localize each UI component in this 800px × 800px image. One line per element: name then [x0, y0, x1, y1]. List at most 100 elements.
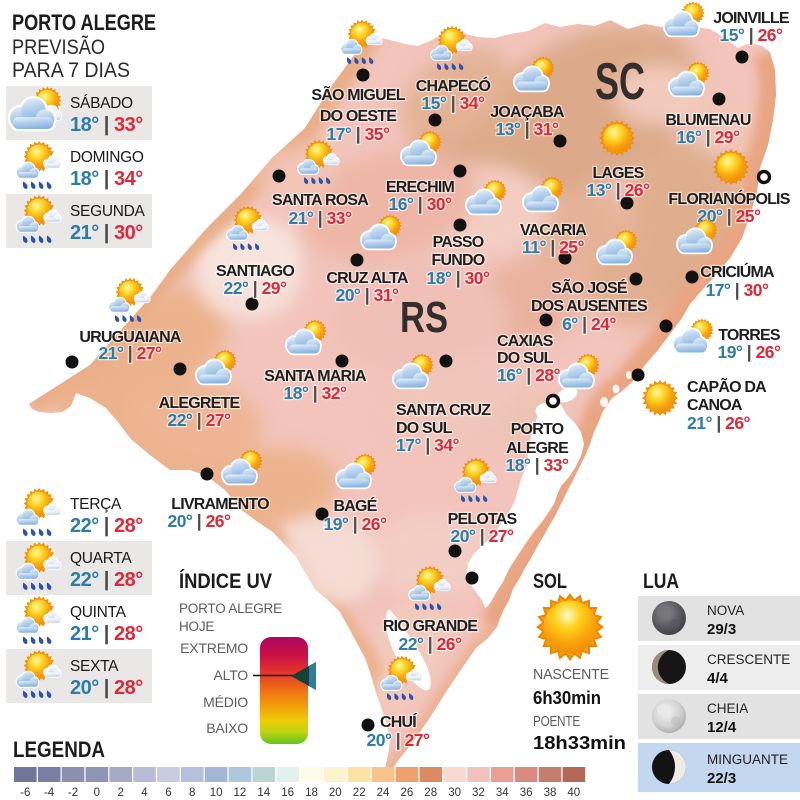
svg-text:TERÇA: TERÇA [70, 496, 122, 513]
svg-text:2: 2 [117, 787, 123, 799]
svg-text:CRUZ ALTA: CRUZ ALTA [326, 270, 409, 287]
svg-text:16: 16 [281, 787, 294, 799]
svg-text:11° | 25°: 11° | 25° [522, 237, 585, 257]
svg-text:DO SUL: DO SUL [396, 420, 453, 437]
svg-text:22: 22 [353, 787, 366, 799]
svg-text:FUNDO: FUNDO [432, 252, 485, 269]
svg-text:-6: -6 [20, 787, 30, 799]
svg-text:15° | 26°: 15° | 26° [719, 25, 783, 45]
svg-text:24: 24 [377, 787, 390, 799]
svg-text:0: 0 [94, 787, 100, 799]
svg-text:MÉDIO: MÉDIO [203, 694, 248, 710]
svg-text:13° | 31°: 13° | 31° [495, 119, 559, 139]
svg-text:22° | 28°: 22° | 28° [70, 515, 143, 537]
svg-text:18° | 33°: 18° | 33° [70, 114, 143, 136]
svg-text:SANTA MARIA: SANTA MARIA [264, 368, 367, 385]
svg-text:RIO GRANDE: RIO GRANDE [383, 618, 478, 635]
svg-text:SEXTA: SEXTA [70, 658, 119, 675]
svg-text:29/3: 29/3 [707, 621, 736, 638]
svg-text:6h30min: 6h30min [533, 688, 601, 708]
svg-text:CRESCENTE: CRESCENTE [707, 652, 790, 667]
svg-text:18° | 34°: 18° | 34° [70, 168, 143, 190]
svg-text:20° | 31°: 20° | 31° [335, 285, 399, 305]
svg-text:CHAPECÓ: CHAPECÓ [416, 76, 491, 95]
svg-text:SANTA ROSA: SANTA ROSA [272, 192, 369, 209]
svg-text:SÁBADO: SÁBADO [70, 95, 133, 112]
svg-text:JOINVILLE: JOINVILLE [713, 10, 790, 27]
svg-text:PORTO ALEGRE: PORTO ALEGRE [179, 601, 282, 616]
svg-text:18: 18 [305, 787, 318, 799]
svg-text:30: 30 [448, 787, 461, 799]
svg-text:EXTREMO: EXTREMO [180, 640, 248, 656]
svg-text:22° | 29°: 22° | 29° [223, 278, 287, 298]
svg-text:SOL: SOL [533, 570, 567, 593]
svg-text:ALEGRETE: ALEGRETE [159, 395, 241, 412]
svg-text:MINGUANTE: MINGUANTE [707, 752, 788, 767]
svg-text:LIVRAMENTO: LIVRAMENTO [171, 496, 269, 513]
svg-text:40: 40 [567, 787, 580, 799]
svg-text:ÍNDICE UV: ÍNDICE UV [179, 570, 272, 593]
svg-text:20° | 26°: 20° | 26° [167, 511, 231, 531]
svg-text:12/4: 12/4 [707, 719, 737, 736]
svg-text:QUARTA: QUARTA [70, 550, 132, 567]
svg-text:CAXIAS: CAXIAS [497, 333, 554, 350]
svg-text:QUINTA: QUINTA [70, 604, 127, 621]
svg-text:PORTO ALEGRE: PORTO ALEGRE [12, 10, 156, 35]
svg-text:SANTA CRUZ: SANTA CRUZ [396, 402, 491, 419]
svg-text:TORRES: TORRES [718, 327, 781, 344]
svg-text:18h33min: 18h33min [533, 733, 626, 753]
svg-text:20° | 28°: 20° | 28° [70, 677, 143, 699]
svg-text:FLORIANÓPOLIS: FLORIANÓPOLIS [668, 189, 790, 208]
svg-text:NOVA: NOVA [707, 603, 744, 618]
svg-text:PASSO: PASSO [433, 234, 484, 251]
svg-text:16° | 30°: 16° | 30° [388, 194, 452, 214]
svg-text:PARA 7 DIAS: PARA 7 DIAS [12, 59, 130, 82]
svg-text:38: 38 [544, 787, 557, 799]
svg-text:20° | 27°: 20° | 27° [450, 526, 514, 546]
svg-text:URUGUAIANA: URUGUAIANA [79, 329, 182, 346]
svg-text:CHEIA: CHEIA [707, 701, 748, 716]
svg-text:PREVISÃO: PREVISÃO [12, 35, 105, 59]
svg-text:SANTIAGO: SANTIAGO [216, 263, 294, 280]
svg-text:SÃO MIGUEL: SÃO MIGUEL [311, 84, 405, 104]
svg-text:20: 20 [329, 787, 342, 799]
svg-text:SEGUNDA: SEGUNDA [70, 203, 146, 220]
svg-text:BLUMENAU: BLUMENAU [665, 112, 750, 129]
svg-text:4: 4 [141, 787, 148, 799]
svg-text:22° | 27°: 22° | 27° [167, 410, 231, 430]
svg-text:DOMINGO: DOMINGO [70, 149, 144, 166]
svg-text:CRICIÚMA: CRICIÚMA [700, 262, 775, 281]
svg-text:LAGES: LAGES [592, 165, 644, 182]
svg-text:NASCENTE: NASCENTE [533, 666, 609, 683]
svg-text:16° | 29°: 16° | 29° [676, 127, 740, 147]
svg-text:12: 12 [234, 787, 247, 799]
svg-text:POENTE: POENTE [533, 713, 580, 730]
svg-text:DO SUL: DO SUL [497, 350, 554, 367]
svg-text:ERECHIM: ERECHIM [386, 179, 455, 196]
svg-text:13° | 26°: 13° | 26° [586, 180, 650, 200]
svg-text:15° | 34°: 15° | 34° [421, 93, 485, 113]
svg-text:VACARIA: VACARIA [520, 222, 587, 239]
svg-text:CANOA: CANOA [687, 397, 743, 414]
svg-text:BAIXO: BAIXO [206, 720, 248, 736]
svg-text:LUA: LUA [643, 570, 679, 593]
svg-text:22° | 26°: 22° | 26° [398, 634, 462, 654]
svg-text:19° | 26°: 19° | 26° [323, 514, 387, 534]
svg-text:21° | 26°: 21° | 26° [687, 413, 751, 433]
svg-text:19° | 26°: 19° | 26° [717, 342, 781, 362]
svg-text:32: 32 [472, 787, 485, 799]
svg-text:ALTO: ALTO [214, 667, 249, 683]
svg-text:22/3: 22/3 [707, 770, 736, 787]
svg-text:DOS AUSENTES: DOS AUSENTES [531, 298, 648, 315]
svg-text:14: 14 [257, 787, 270, 799]
svg-text:21° | 33°: 21° | 33° [288, 208, 352, 228]
svg-text:17° | 34°: 17° | 34° [396, 435, 460, 455]
svg-text:21° | 30°: 21° | 30° [70, 222, 143, 244]
svg-text:ALEGRE: ALEGRE [506, 440, 569, 457]
svg-text:8: 8 [189, 787, 195, 799]
svg-text:PELOTAS: PELOTAS [448, 511, 518, 528]
svg-text:26: 26 [401, 787, 414, 799]
svg-text:SÃO JOSÉ: SÃO JOSÉ [551, 277, 628, 297]
svg-text:34: 34 [496, 787, 509, 799]
svg-text:20° | 27°: 20° | 27° [366, 730, 430, 750]
